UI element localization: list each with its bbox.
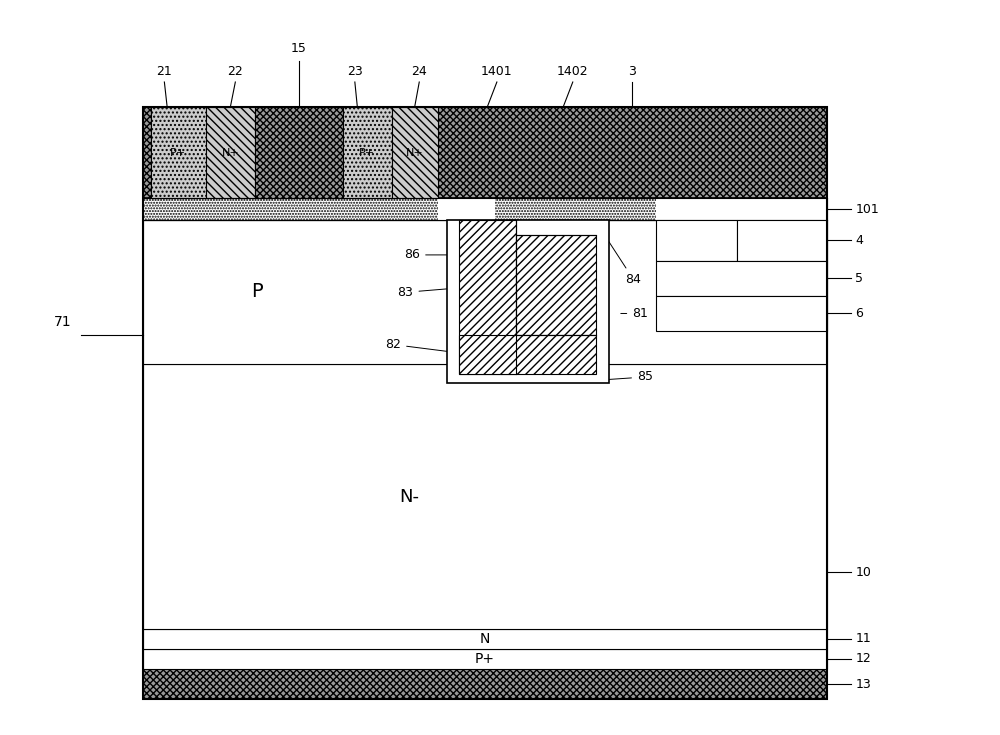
- Bar: [342, 107, 392, 198]
- Text: 11: 11: [856, 632, 871, 645]
- Text: 85: 85: [607, 370, 653, 384]
- Text: N: N: [480, 632, 490, 646]
- Text: P: P: [251, 282, 263, 301]
- Text: 23: 23: [347, 65, 363, 79]
- Bar: [656, 198, 827, 220]
- Bar: [737, 220, 827, 260]
- Text: 101: 101: [856, 203, 879, 215]
- Text: 21: 21: [156, 65, 172, 79]
- Text: 1402: 1402: [557, 65, 589, 79]
- Text: P: P: [685, 271, 693, 285]
- Bar: [438, 198, 494, 220]
- Text: 22: 22: [227, 65, 243, 79]
- Bar: [516, 235, 596, 335]
- Text: N+: N+: [222, 148, 239, 157]
- Text: P+: P+: [359, 148, 375, 157]
- Bar: [656, 260, 827, 295]
- Text: 1401: 1401: [481, 65, 513, 79]
- Bar: [459, 220, 516, 374]
- Text: P+: P+: [170, 148, 186, 157]
- Text: 13: 13: [856, 678, 871, 691]
- Bar: [447, 220, 608, 384]
- Text: 82: 82: [385, 338, 474, 355]
- Text: 24: 24: [411, 65, 427, 79]
- Text: N+: N+: [406, 148, 424, 157]
- Text: N: N: [694, 306, 704, 320]
- Bar: [143, 629, 827, 648]
- Bar: [143, 669, 827, 700]
- Text: P+: P+: [773, 234, 791, 246]
- Text: 3: 3: [628, 65, 636, 79]
- Text: 71: 71: [53, 315, 71, 329]
- Text: P+: P+: [475, 652, 495, 666]
- Bar: [143, 107, 827, 700]
- Text: N+: N+: [686, 234, 706, 246]
- Text: N-: N-: [399, 487, 419, 506]
- Text: 5: 5: [856, 272, 864, 284]
- Bar: [143, 198, 827, 220]
- Bar: [143, 365, 827, 629]
- Text: 86: 86: [404, 248, 452, 262]
- Text: 6: 6: [856, 307, 863, 320]
- Bar: [255, 107, 342, 198]
- Text: 15: 15: [291, 42, 307, 55]
- Bar: [143, 648, 827, 669]
- Bar: [392, 107, 438, 198]
- Bar: [656, 220, 737, 260]
- Bar: [656, 295, 827, 331]
- Text: 81: 81: [621, 307, 648, 320]
- Text: 4: 4: [856, 234, 863, 246]
- Bar: [206, 107, 255, 198]
- Bar: [459, 335, 596, 374]
- Text: 10: 10: [856, 566, 871, 579]
- Bar: [143, 220, 827, 365]
- Bar: [151, 107, 206, 198]
- Text: 84: 84: [604, 234, 641, 286]
- Text: 83: 83: [398, 284, 514, 299]
- Text: 12: 12: [856, 653, 871, 665]
- Bar: [143, 107, 827, 198]
